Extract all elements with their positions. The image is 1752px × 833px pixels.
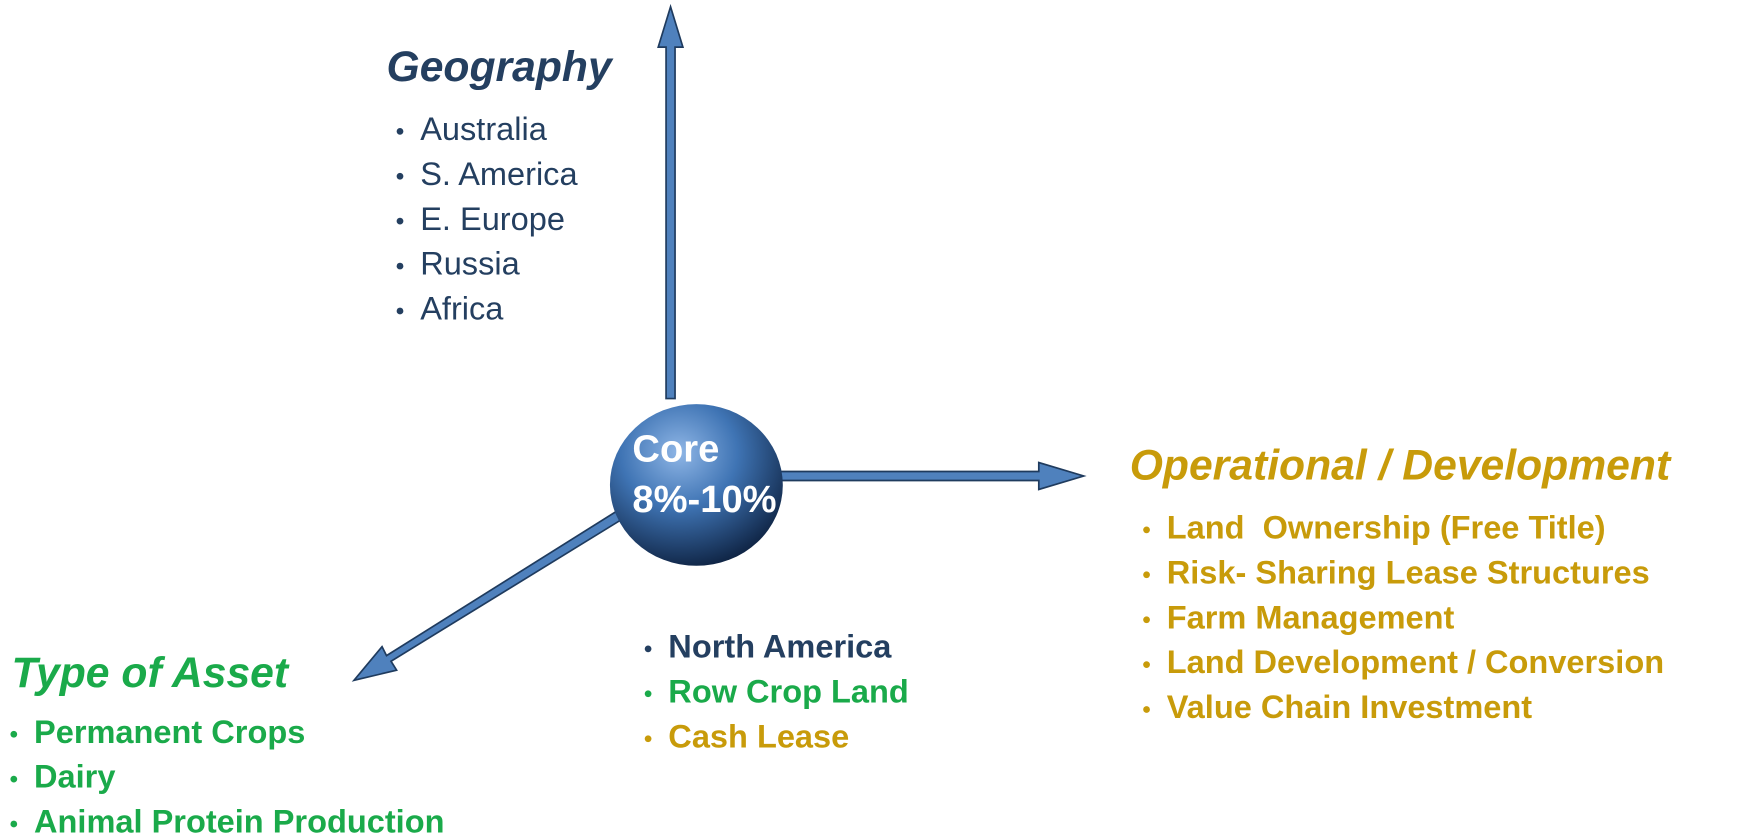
list-item: S. America xyxy=(420,156,578,192)
bullet xyxy=(10,775,18,783)
list-item: E. Europe xyxy=(420,201,565,237)
bullet xyxy=(644,645,652,653)
bullet xyxy=(10,730,18,738)
bullet xyxy=(10,820,18,828)
list-item: Farm Management xyxy=(1167,599,1455,635)
bullet xyxy=(1143,526,1150,534)
list-item: Dairy xyxy=(34,759,115,795)
section-title: Operational / Development xyxy=(1130,441,1672,489)
arrow-right xyxy=(762,461,1087,491)
list-item: Row Crop Land xyxy=(668,673,908,709)
list-item: Value Chain Investment xyxy=(1167,689,1533,725)
bullet xyxy=(644,690,652,698)
list-item: Land Development / Conversion xyxy=(1167,644,1664,680)
bullet xyxy=(396,217,404,225)
core-label: 8%-10% xyxy=(632,478,776,521)
bullet xyxy=(644,735,652,743)
bullet xyxy=(1143,616,1150,624)
bullet xyxy=(1143,571,1150,579)
list-item: Risk- Sharing Lease Structures xyxy=(1167,554,1650,590)
bullet xyxy=(1143,661,1150,668)
bullet xyxy=(1143,706,1150,713)
list-item: Land Ownership (Free Title) xyxy=(1167,509,1606,545)
bullet xyxy=(396,127,404,135)
list-item: Australia xyxy=(420,111,548,147)
list-item: Animal Protein Production xyxy=(34,804,444,833)
arrow-up xyxy=(657,3,685,400)
section-title: Geography xyxy=(387,43,614,91)
list-item: Africa xyxy=(420,291,504,327)
core-sphere xyxy=(609,404,783,566)
list-item: Russia xyxy=(420,246,520,282)
section-title: Type of Asset xyxy=(12,649,290,697)
core-label: Core xyxy=(632,427,719,470)
bullet xyxy=(396,172,404,180)
list-item: North America xyxy=(668,628,892,664)
bullet xyxy=(396,307,404,315)
list-item: Cash Lease xyxy=(668,718,849,754)
arrow-down-left xyxy=(351,510,623,682)
bullet xyxy=(396,262,404,270)
list-item: Permanent Crops xyxy=(34,714,305,750)
